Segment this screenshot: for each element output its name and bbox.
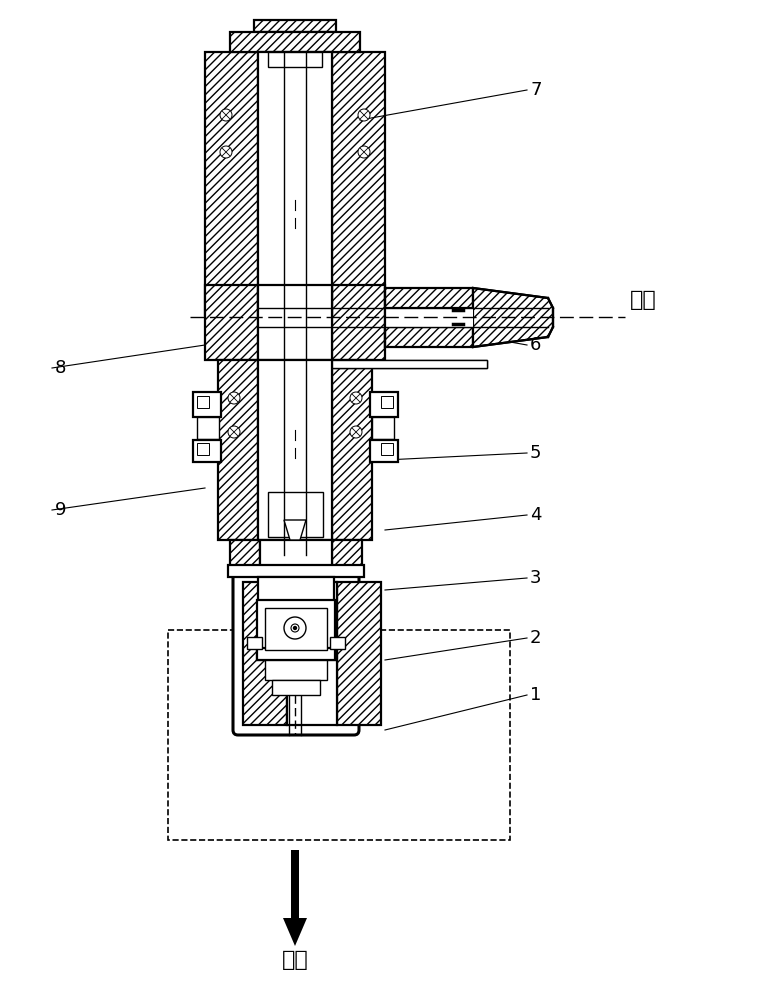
Polygon shape bbox=[284, 520, 306, 540]
Bar bbox=[247, 637, 262, 649]
Text: 1: 1 bbox=[530, 686, 541, 704]
Bar bbox=[332, 360, 372, 540]
Text: 9: 9 bbox=[55, 501, 66, 519]
Bar bbox=[385, 327, 473, 347]
Bar bbox=[205, 52, 258, 315]
Bar bbox=[205, 52, 258, 315]
Bar bbox=[265, 608, 327, 650]
Bar bbox=[385, 327, 473, 347]
Bar bbox=[205, 285, 258, 360]
Circle shape bbox=[284, 617, 306, 639]
Bar bbox=[332, 52, 385, 315]
Circle shape bbox=[358, 109, 370, 121]
Bar bbox=[385, 308, 473, 327]
Bar bbox=[332, 540, 362, 570]
Bar bbox=[218, 360, 258, 540]
Bar bbox=[197, 396, 209, 408]
Bar bbox=[230, 540, 260, 570]
Bar bbox=[268, 52, 322, 67]
Circle shape bbox=[350, 392, 362, 404]
Text: 6: 6 bbox=[530, 336, 541, 354]
Bar bbox=[332, 360, 372, 540]
Bar bbox=[330, 637, 345, 649]
Circle shape bbox=[293, 626, 296, 630]
Circle shape bbox=[350, 426, 362, 438]
Circle shape bbox=[220, 109, 232, 121]
Bar bbox=[258, 52, 332, 315]
Bar bbox=[332, 540, 362, 570]
Bar bbox=[193, 440, 221, 462]
Text: 7: 7 bbox=[530, 81, 541, 99]
Text: 3: 3 bbox=[530, 569, 541, 587]
Bar bbox=[230, 32, 360, 52]
Bar bbox=[287, 582, 337, 725]
Bar bbox=[370, 392, 398, 417]
Bar bbox=[254, 20, 336, 32]
Bar bbox=[257, 648, 335, 660]
Text: 4: 4 bbox=[530, 506, 541, 524]
Circle shape bbox=[291, 624, 299, 632]
Bar bbox=[385, 288, 473, 308]
Bar bbox=[381, 396, 393, 408]
Bar bbox=[254, 20, 336, 32]
Bar bbox=[258, 285, 332, 360]
FancyArrow shape bbox=[283, 850, 307, 946]
Bar bbox=[332, 52, 385, 315]
Bar bbox=[372, 417, 394, 439]
Bar bbox=[257, 600, 335, 660]
Bar bbox=[205, 285, 258, 360]
Bar bbox=[337, 582, 381, 725]
Bar bbox=[230, 540, 260, 570]
Text: 气瓶: 气瓶 bbox=[282, 950, 308, 970]
Circle shape bbox=[358, 146, 370, 158]
Text: 5: 5 bbox=[530, 444, 541, 462]
FancyBboxPatch shape bbox=[233, 572, 359, 735]
Circle shape bbox=[228, 426, 240, 438]
Bar bbox=[243, 582, 287, 725]
Circle shape bbox=[220, 146, 232, 158]
Text: 2: 2 bbox=[530, 629, 541, 647]
Bar bbox=[332, 285, 385, 360]
Bar bbox=[243, 582, 287, 725]
Bar bbox=[193, 392, 221, 417]
Bar bbox=[258, 577, 334, 602]
Text: 气体: 气体 bbox=[630, 290, 657, 310]
Bar bbox=[385, 288, 473, 308]
Bar bbox=[197, 417, 219, 439]
Bar bbox=[272, 680, 320, 695]
Bar bbox=[197, 443, 209, 455]
Bar bbox=[258, 360, 332, 540]
Bar bbox=[332, 285, 385, 360]
Bar bbox=[230, 32, 360, 52]
Bar bbox=[370, 440, 398, 462]
Bar bbox=[265, 660, 327, 680]
Bar bbox=[381, 443, 393, 455]
Polygon shape bbox=[473, 288, 553, 347]
Bar bbox=[168, 630, 510, 840]
Bar bbox=[332, 360, 487, 368]
Bar bbox=[218, 360, 258, 540]
Bar bbox=[337, 582, 381, 725]
Text: 8: 8 bbox=[55, 359, 66, 377]
Bar bbox=[268, 492, 323, 537]
Bar bbox=[228, 565, 364, 577]
Bar bbox=[260, 540, 332, 570]
Bar bbox=[332, 360, 487, 368]
Circle shape bbox=[228, 392, 240, 404]
